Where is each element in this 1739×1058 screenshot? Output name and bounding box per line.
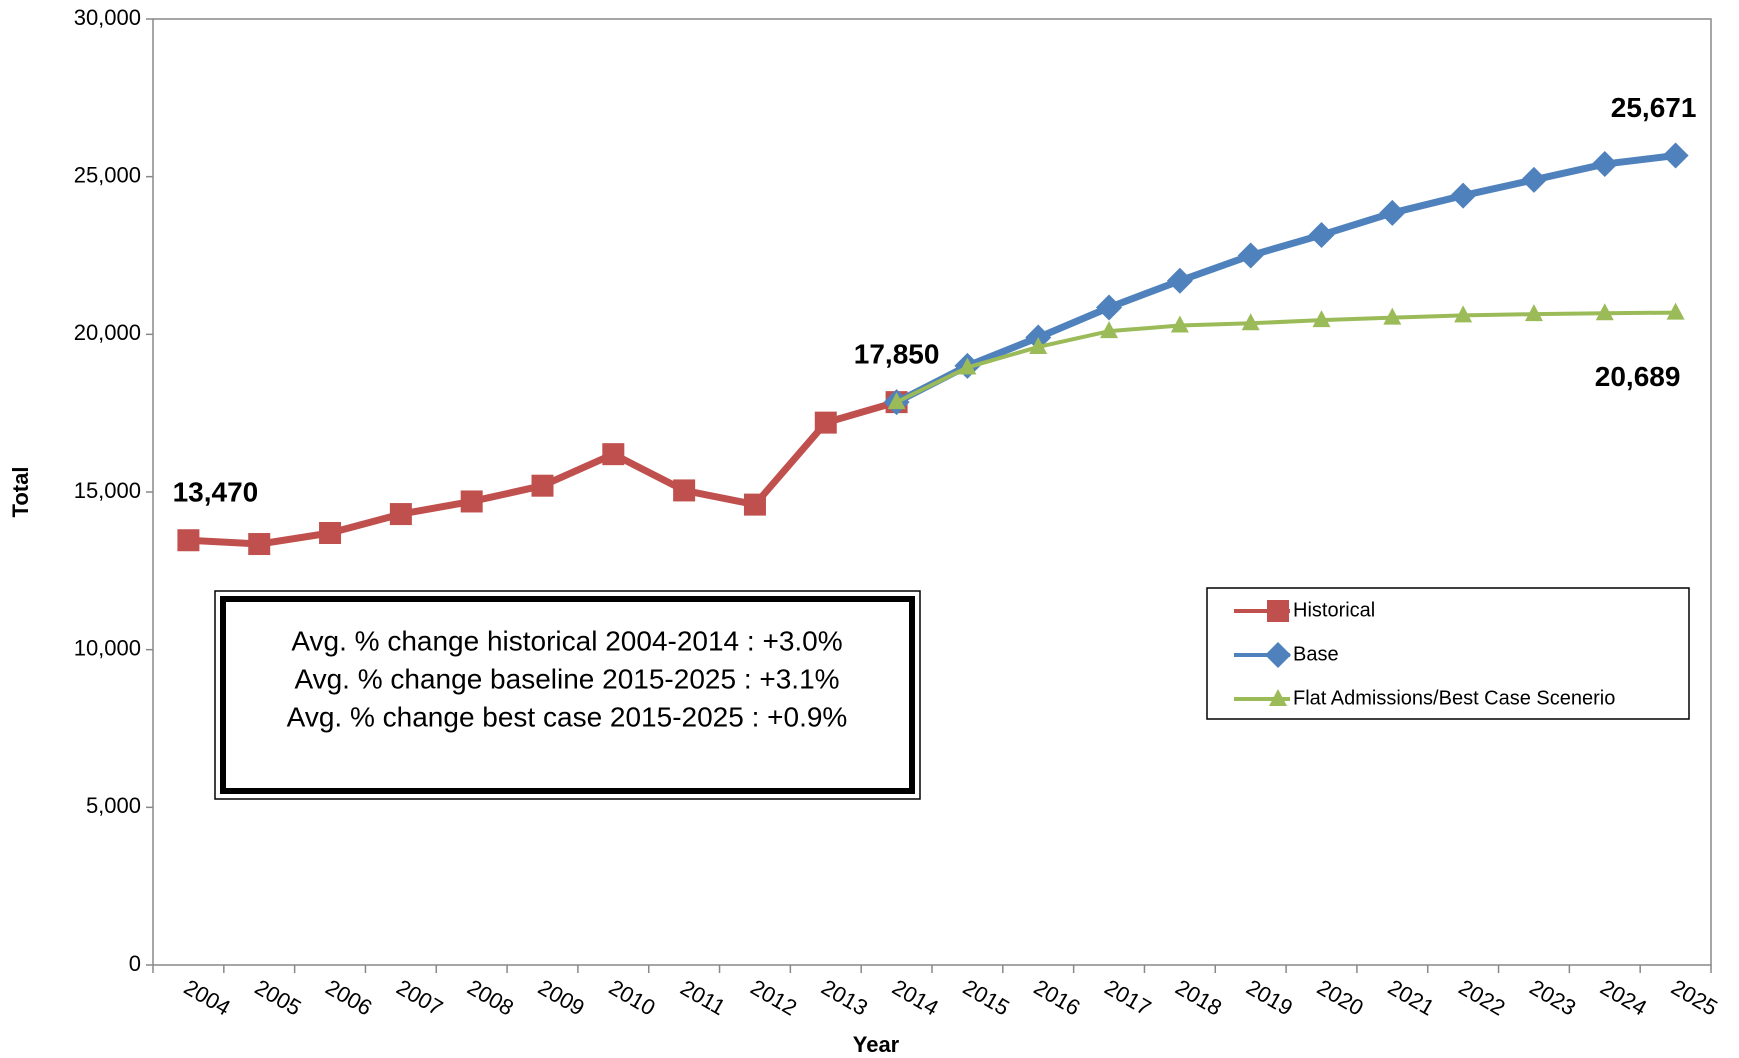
marker (1100, 321, 1119, 339)
marker (1450, 182, 1477, 209)
marker (1237, 242, 1264, 269)
marker (1269, 689, 1287, 706)
data-label: 13,470 (173, 477, 259, 508)
y-tick-label: 20,000 (74, 320, 141, 345)
legend-label: Historical (1293, 599, 1375, 621)
marker (1383, 307, 1402, 325)
x-axis-label: Year (853, 1032, 900, 1057)
y-tick-label: 15,000 (74, 478, 141, 503)
marker (389, 503, 412, 526)
annotation-box-inner (220, 596, 915, 794)
marker (1265, 642, 1291, 668)
legend-label: Base (1293, 643, 1339, 665)
series (887, 302, 1685, 410)
marker (531, 474, 554, 497)
y-tick-label: 5,000 (86, 793, 141, 818)
marker (1591, 151, 1618, 178)
marker (958, 357, 977, 375)
marker (887, 392, 906, 410)
y-axis-label: Total (8, 467, 33, 518)
marker (602, 443, 625, 466)
marker (1524, 304, 1543, 322)
marker (1029, 336, 1048, 354)
marker (673, 479, 696, 502)
marker (1595, 303, 1614, 321)
annotation-box-outer (214, 590, 921, 800)
marker (248, 533, 271, 556)
marker (1666, 302, 1685, 320)
marker (743, 493, 766, 516)
marker (1379, 199, 1406, 226)
y-tick-label: 25,000 (74, 162, 141, 187)
data-label: 17,850 (854, 339, 940, 370)
marker (1662, 142, 1689, 169)
marker (177, 529, 200, 552)
marker (1170, 315, 1189, 333)
marker (1520, 166, 1547, 193)
marker (1454, 305, 1473, 323)
marker (1267, 600, 1289, 622)
marker (460, 490, 483, 513)
line (894, 152, 1677, 406)
marker (1312, 310, 1331, 328)
marker (814, 411, 837, 434)
series (177, 391, 908, 556)
data-label: 20,689 (1595, 361, 1681, 392)
data-label: 25,671 (1611, 92, 1697, 123)
annotation: Avg. % change baseline 2015-2025 : +3.1% (294, 663, 839, 694)
y-tick-label: 30,000 (74, 5, 141, 30)
annotation: Avg. % change best case 2015-2025 : +0.9… (287, 701, 848, 732)
marker (319, 521, 342, 544)
y-tick-label: 0 (129, 951, 141, 976)
legend-label: Flat Admissions/Best Case Scenerio (1293, 687, 1615, 709)
annotation: Avg. % change historical 2004-2014 : +3.… (291, 625, 842, 656)
y-tick-label: 10,000 (74, 635, 141, 660)
marker (1241, 313, 1260, 331)
marker (1166, 267, 1193, 294)
marker (1096, 294, 1123, 321)
line (895, 310, 1676, 404)
marker (1308, 222, 1335, 249)
